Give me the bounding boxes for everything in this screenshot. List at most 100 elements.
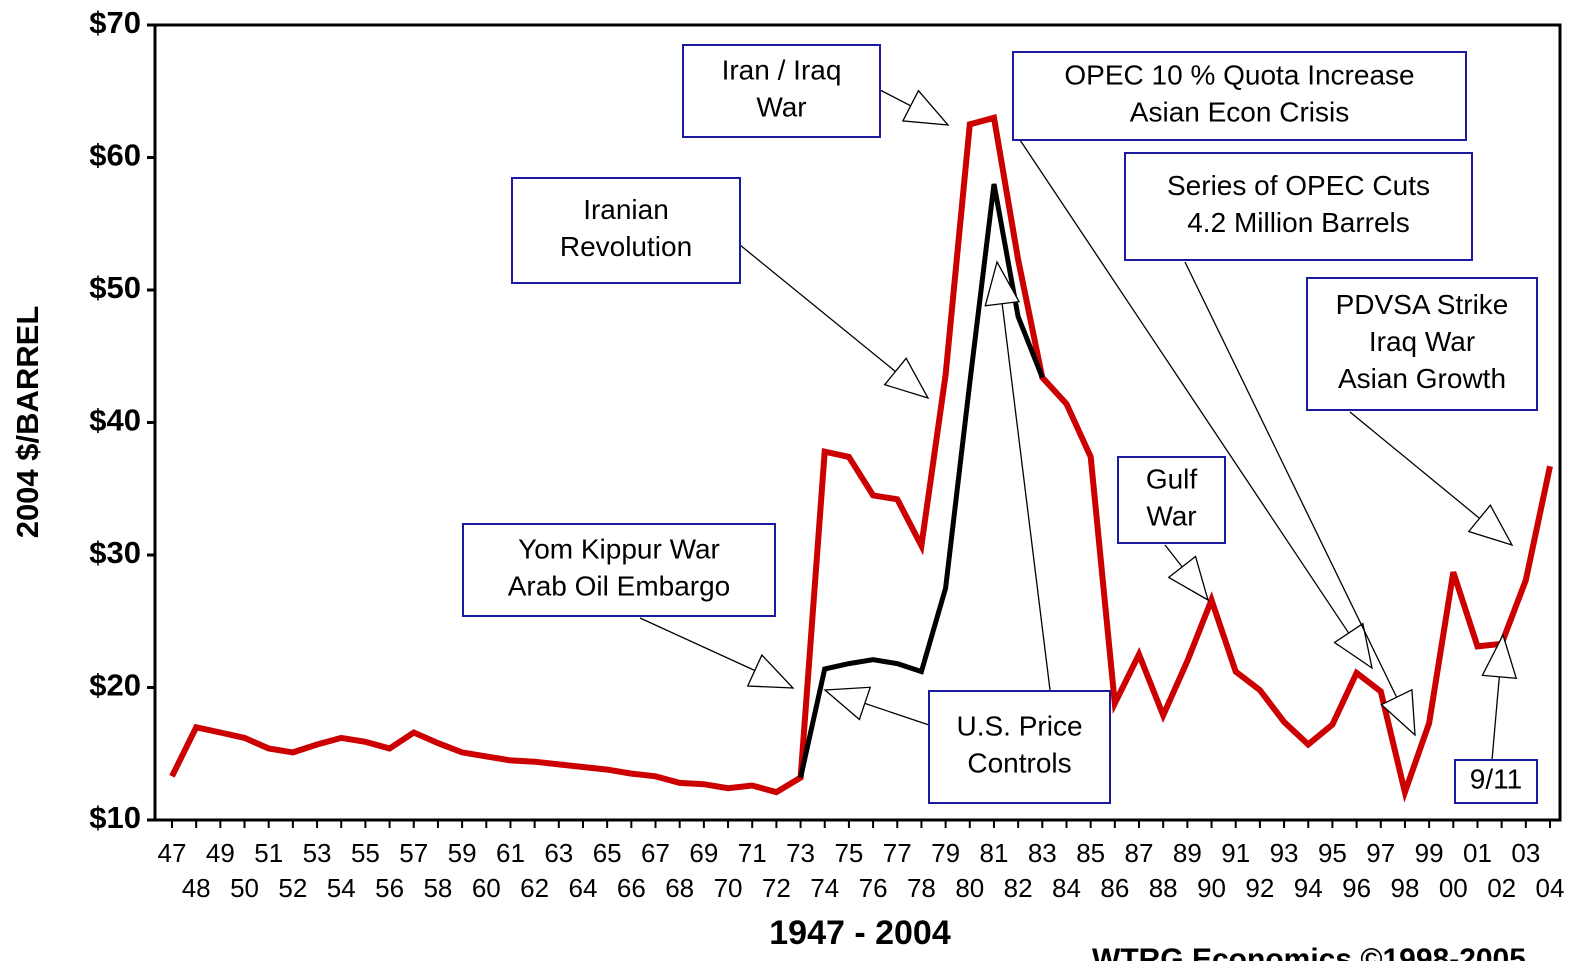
annotation-line: Iranian (583, 194, 669, 225)
x-tick-label: 79 (931, 838, 960, 868)
x-tick-label: 82 (1004, 873, 1033, 903)
annotation-box (1117, 456, 1226, 544)
annotation-line: Revolution (560, 231, 692, 262)
annotation-line: Series of OPEC Cuts (1167, 170, 1430, 201)
x-tick-label: 81 (980, 838, 1009, 868)
y-tick-label: $50 (89, 270, 141, 305)
arrow-head (1481, 633, 1518, 680)
x-tick-label: 01 (1463, 838, 1492, 868)
x-tick-label: 60 (472, 873, 501, 903)
price-line (169, 114, 1553, 803)
x-tick-label: 52 (278, 873, 307, 903)
arrow-head (1380, 688, 1416, 737)
arrow-shaft (639, 617, 756, 672)
x-tick-label: 72 (762, 873, 791, 903)
annotation: 9/11 (1470, 764, 1522, 795)
x-tick-label: 90 (1197, 873, 1226, 903)
annotation-box (928, 690, 1111, 804)
annotation-box (682, 44, 881, 138)
arrow-head (823, 686, 872, 721)
arrow-shaft (864, 702, 930, 726)
price-line (798, 183, 1045, 779)
annotation: Iran / Iraq War (722, 55, 842, 123)
x-tick-label: 57 (399, 838, 428, 868)
x-tick-label: 03 (1511, 838, 1540, 868)
annotation-box (511, 177, 741, 284)
x-tick-label: 49 (206, 838, 235, 868)
annotation: Gulf War (1146, 464, 1198, 532)
x-tick-label: 95 (1318, 838, 1347, 868)
x-tick-label: 69 (689, 838, 718, 868)
arrow-shaft (1019, 139, 1350, 634)
arrow-shaft (1184, 261, 1398, 698)
x-tick-label: 48 (182, 873, 211, 903)
arrow-head (1333, 622, 1373, 670)
x-tick-label: 71 (738, 838, 767, 868)
annotation-line: War (1146, 501, 1196, 532)
annotation-box (462, 523, 776, 617)
x-tick-label: 61 (496, 838, 525, 868)
y-tick-label: $60 (89, 138, 141, 173)
arrow-head (1467, 504, 1514, 547)
x-tick-label: 53 (303, 838, 332, 868)
x-tick-label: 76 (859, 873, 888, 903)
x-tick-label: 51 (254, 838, 283, 868)
annotation-box (1012, 51, 1467, 141)
annotation-line: Iran / Iraq (722, 55, 842, 86)
x-tick-label: 89 (1173, 838, 1202, 868)
x-tick-label: 80 (955, 873, 984, 903)
arrow-shaft (1491, 676, 1500, 761)
x-tick-label: 50 (230, 873, 259, 903)
x-tick-label: 92 (1245, 873, 1274, 903)
annotation-line: 9/11 (1470, 764, 1522, 795)
x-tick-label: 91 (1221, 838, 1250, 868)
x-tick-label: 96 (1342, 873, 1371, 903)
x-tick-label: 62 (520, 873, 549, 903)
annotation-line: Asian Econ Crisis (1130, 97, 1349, 128)
x-tick-label: 85 (1076, 838, 1105, 868)
annotation-line: Yom Kippur War (518, 534, 720, 565)
y-tick-label: $20 (89, 668, 141, 703)
x-tick-label: 47 (158, 838, 187, 868)
x-tick-label: 66 (617, 873, 646, 903)
x-tick-label: 87 (1125, 838, 1154, 868)
annotation: U.S. Price Controls (956, 711, 1082, 779)
x-tick-label: 02 (1487, 873, 1516, 903)
y-tick-label: $10 (89, 800, 141, 835)
x-axis-label: 1947 - 2004 (769, 914, 951, 952)
arrow-head (901, 89, 950, 126)
annotation-line: Iraq War (1369, 326, 1475, 357)
x-tick-label: 67 (641, 838, 670, 868)
annotation: OPEC 10 % Quota Increase Asian Econ Crisi… (1064, 60, 1414, 128)
x-tick-label: 77 (883, 838, 912, 868)
x-tick-label: 93 (1270, 838, 1299, 868)
x-tick-label: 64 (569, 873, 598, 903)
x-tick-label: 98 (1390, 873, 1419, 903)
annotation-line: U.S. Price (956, 711, 1082, 742)
x-tick-label: 83 (1028, 838, 1057, 868)
annotation-line: Asian Growth (1338, 363, 1506, 394)
annotation-line: PDVSA Strike (1336, 289, 1509, 320)
arrow-head (1167, 555, 1210, 602)
x-tick-label: 68 (665, 873, 694, 903)
x-tick-label: 63 (544, 838, 573, 868)
arrow-head (984, 260, 1021, 307)
annotation-line: War (756, 92, 806, 123)
annotation: Yom Kippur War Arab Oil Embargo (508, 534, 731, 602)
x-tick-label: 58 (423, 873, 452, 903)
annotation-line: OPEC 10 % Quota Increase (1064, 60, 1414, 91)
x-tick-label: 78 (907, 873, 936, 903)
annotation: Iranian Revolution (560, 194, 692, 262)
arrow-head (883, 357, 930, 400)
arrow-shaft (879, 89, 911, 107)
x-tick-label: 88 (1149, 873, 1178, 903)
annotation-box (1124, 152, 1473, 261)
annotation-line: Arab Oil Embargo (508, 571, 731, 602)
annotation-box (1454, 759, 1538, 804)
x-tick-label: 70 (714, 873, 743, 903)
annotation-line: 4.2 Million Barrels (1187, 207, 1410, 238)
x-tick-label: 84 (1052, 873, 1081, 903)
x-tick-label: 56 (375, 873, 404, 903)
y-tick-label: $30 (89, 535, 141, 570)
